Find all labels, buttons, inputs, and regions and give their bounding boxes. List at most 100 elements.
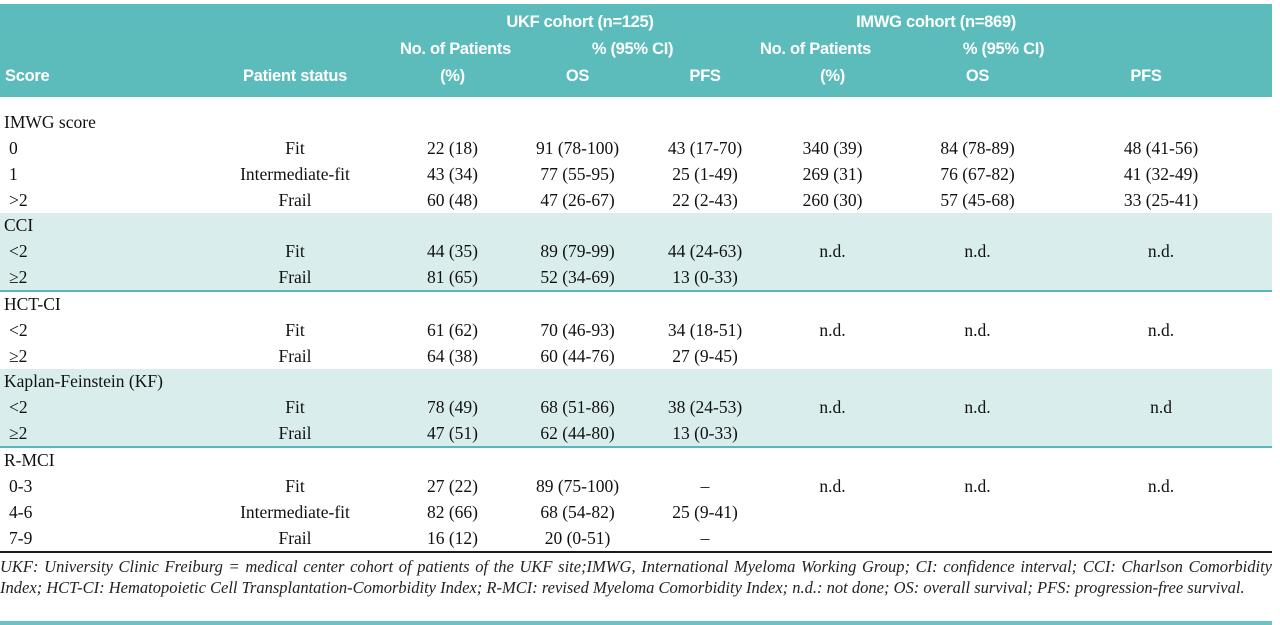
imwg-pfs-cell [1050,343,1272,369]
ukf-os-cell: 89 (75-100) [535,476,620,496]
ukf-os-cell: 60 (44-76) [540,346,615,366]
imwg-pfs-cell: n.d [1050,394,1273,420]
header-spacer [0,4,400,36]
imwg-no-patients-cell: 269 (31) [802,164,863,184]
status-cell: Fit [285,476,305,496]
table-row: <2 Fit 78 (49) 68 (51-86) 38 (24-53) n.d. n.d.… [0,394,1273,420]
imwg-pfs-cell: n.d. [1147,476,1175,496]
score-cell: <2 [9,320,28,340]
imwg-pfs-cell: n.d. [1050,238,1273,264]
imwg-os-cell: 57 (45-68) [940,190,1015,210]
ukf-no-patients-cell: 44 (35) [400,238,505,264]
imwg-no-patients-cell: n.d. [760,238,906,264]
table-row: 0-3 Fit 27 (22) 89 (75-100) – n.d. n.d. n.d. [0,473,1272,499]
imwg-no-patients-cell [760,525,906,553]
score-cell: <2 [0,394,190,420]
section-row: Kaplan-Feinstein (KF) [0,369,1273,394]
imwg-os-cell [905,420,1051,448]
imwg-no-patients-cell [760,499,905,525]
ukf-pct-column-header: (%) [400,63,505,97]
ukf-os-cell: 91 (78-100) [535,138,620,158]
table-row: <2 Fit 61 (62) 70 (46-93) 34 (18-51) n.d. n.d.… [0,317,1272,343]
imwg-no-patients-header: No. of Patients [760,36,906,63]
status-cell: Intermediate-fit [240,164,350,184]
score-cell: ≥2 [0,264,190,292]
imwg-os-cell: n.d. [964,320,991,340]
ukf-os-cell: 20 (0-51) [505,525,650,553]
ukf-pfs-column-header: PFS [650,63,761,97]
table-row: 7-9 Frail 16 (12) 20 (0-51) – [0,525,1273,553]
imwg-os-cell [905,499,1050,525]
score-cell: ≥2 [0,420,190,448]
imwg-no-patients-cell: n.d. [760,394,906,420]
score-cell: 0 [9,138,18,158]
imwg-os-cell [905,264,1051,292]
ukf-pfs-cell: 44 (24-63) [650,238,761,264]
table-row: >2 Frail 60 (48) 47 (26-67) 22 (2-43) 260 (30… [0,187,1272,213]
footnote: UKF: University Clinic Freiburg = medica… [0,557,1272,597]
ukf-no-patients-cell: 43 (34) [426,164,479,184]
ukf-pfs-cell: – [700,476,710,496]
ukf-os-column-header: OS [505,63,650,97]
score-cell: 1 [9,164,18,184]
section-row: CCI [0,213,1273,238]
ukf-ci-header: % (95% CI) [505,36,761,63]
ukf-os-cell: 70 (46-93) [540,320,615,340]
table-row: 1 Intermediate-fit 43 (34) 77 (55-95) 25 (1-… [0,161,1272,187]
section-label: HCT-CI [4,294,61,314]
score-column-header: Score [0,63,190,97]
imwg-cohort-group-header: IMWG cohort (n=869) [760,4,1273,36]
section-label: Kaplan-Feinstein (KF) [0,369,1273,394]
imwg-os-column-header: OS [905,63,1051,97]
ukf-no-patients-cell: 27 (22) [426,476,479,496]
status-cell: Fit [190,394,400,420]
imwg-no-patients-cell: n.d. [819,476,846,496]
table-row: 4-6 Intermediate-fit 82 (66) 68 (54-82) 25 (… [0,499,1272,525]
ukf-os-cell: 89 (79-99) [505,238,650,264]
ukf-pfs-cell: 38 (24-53) [650,394,761,420]
status-cell: Frail [278,190,312,210]
score-cell: <2 [0,238,190,264]
imwg-pct-column-header: (%) [760,63,906,97]
table-row: ≥2 Frail 64 (38) 60 (44-76) 27 (9-45) [0,343,1272,369]
score-cell: ≥2 [9,346,28,366]
table-body: IMWG score 0 Fit 22 (18) 91 (78-100) 43 (17-7… [0,97,1273,553]
imwg-pfs-cell: 41 (32-49) [1123,164,1199,184]
ukf-pfs-cell: 43 (17-70) [667,138,743,158]
imwg-os-cell: n.d. [905,394,1051,420]
ukf-pfs-cell: 13 (0-33) [650,420,761,448]
imwg-os-cell [905,525,1051,553]
score-cell: >2 [9,190,28,210]
imwg-os-cell [905,343,1050,369]
imwg-os-cell: n.d. [905,238,1051,264]
score-cell: 0-3 [9,476,33,496]
patient-status-column-header: Patient status [190,63,400,97]
ukf-no-patients-cell: 81 (65) [400,264,505,292]
imwg-no-patients-cell [760,264,906,292]
score-cell: 7-9 [0,525,190,553]
imwg-os-cell: 84 (78-89) [940,138,1015,158]
imwg-no-patients-cell [760,420,906,448]
imwg-os-cell: 76 (67-82) [940,164,1015,184]
imwg-pfs-column-header: PFS [1050,63,1273,97]
header-spacer [0,36,400,63]
imwg-pfs-cell [1050,264,1273,292]
section-row: IMWG score [0,97,1272,135]
ukf-pfs-cell: 25 (1-49) [672,164,738,184]
ukf-pfs-cell: 22 (2-43) [672,190,738,210]
status-cell: Intermediate-fit [240,502,350,522]
table-row: ≥2 Frail 47 (51) 62 (44-80) 13 (0-33) [0,420,1273,448]
imwg-pfs-cell: 33 (25-41) [1123,190,1199,210]
table-row: <2 Fit 44 (35) 89 (79-99) 44 (24-63) n.d. n.d.… [0,238,1273,264]
imwg-pfs-cell: n.d. [1147,320,1175,340]
imwg-os-cell: n.d. [964,476,991,496]
ukf-no-patients-cell: 60 (48) [426,190,479,210]
status-cell: Frail [190,525,400,553]
imwg-pfs-cell [1050,525,1273,553]
imwg-pfs-cell [1050,420,1273,448]
imwg-no-patients-cell: 260 (30) [802,190,863,210]
ukf-no-patients-header: No. of Patients [400,36,511,63]
section-label: IMWG score [4,112,96,132]
section-label: CCI [0,213,1273,238]
